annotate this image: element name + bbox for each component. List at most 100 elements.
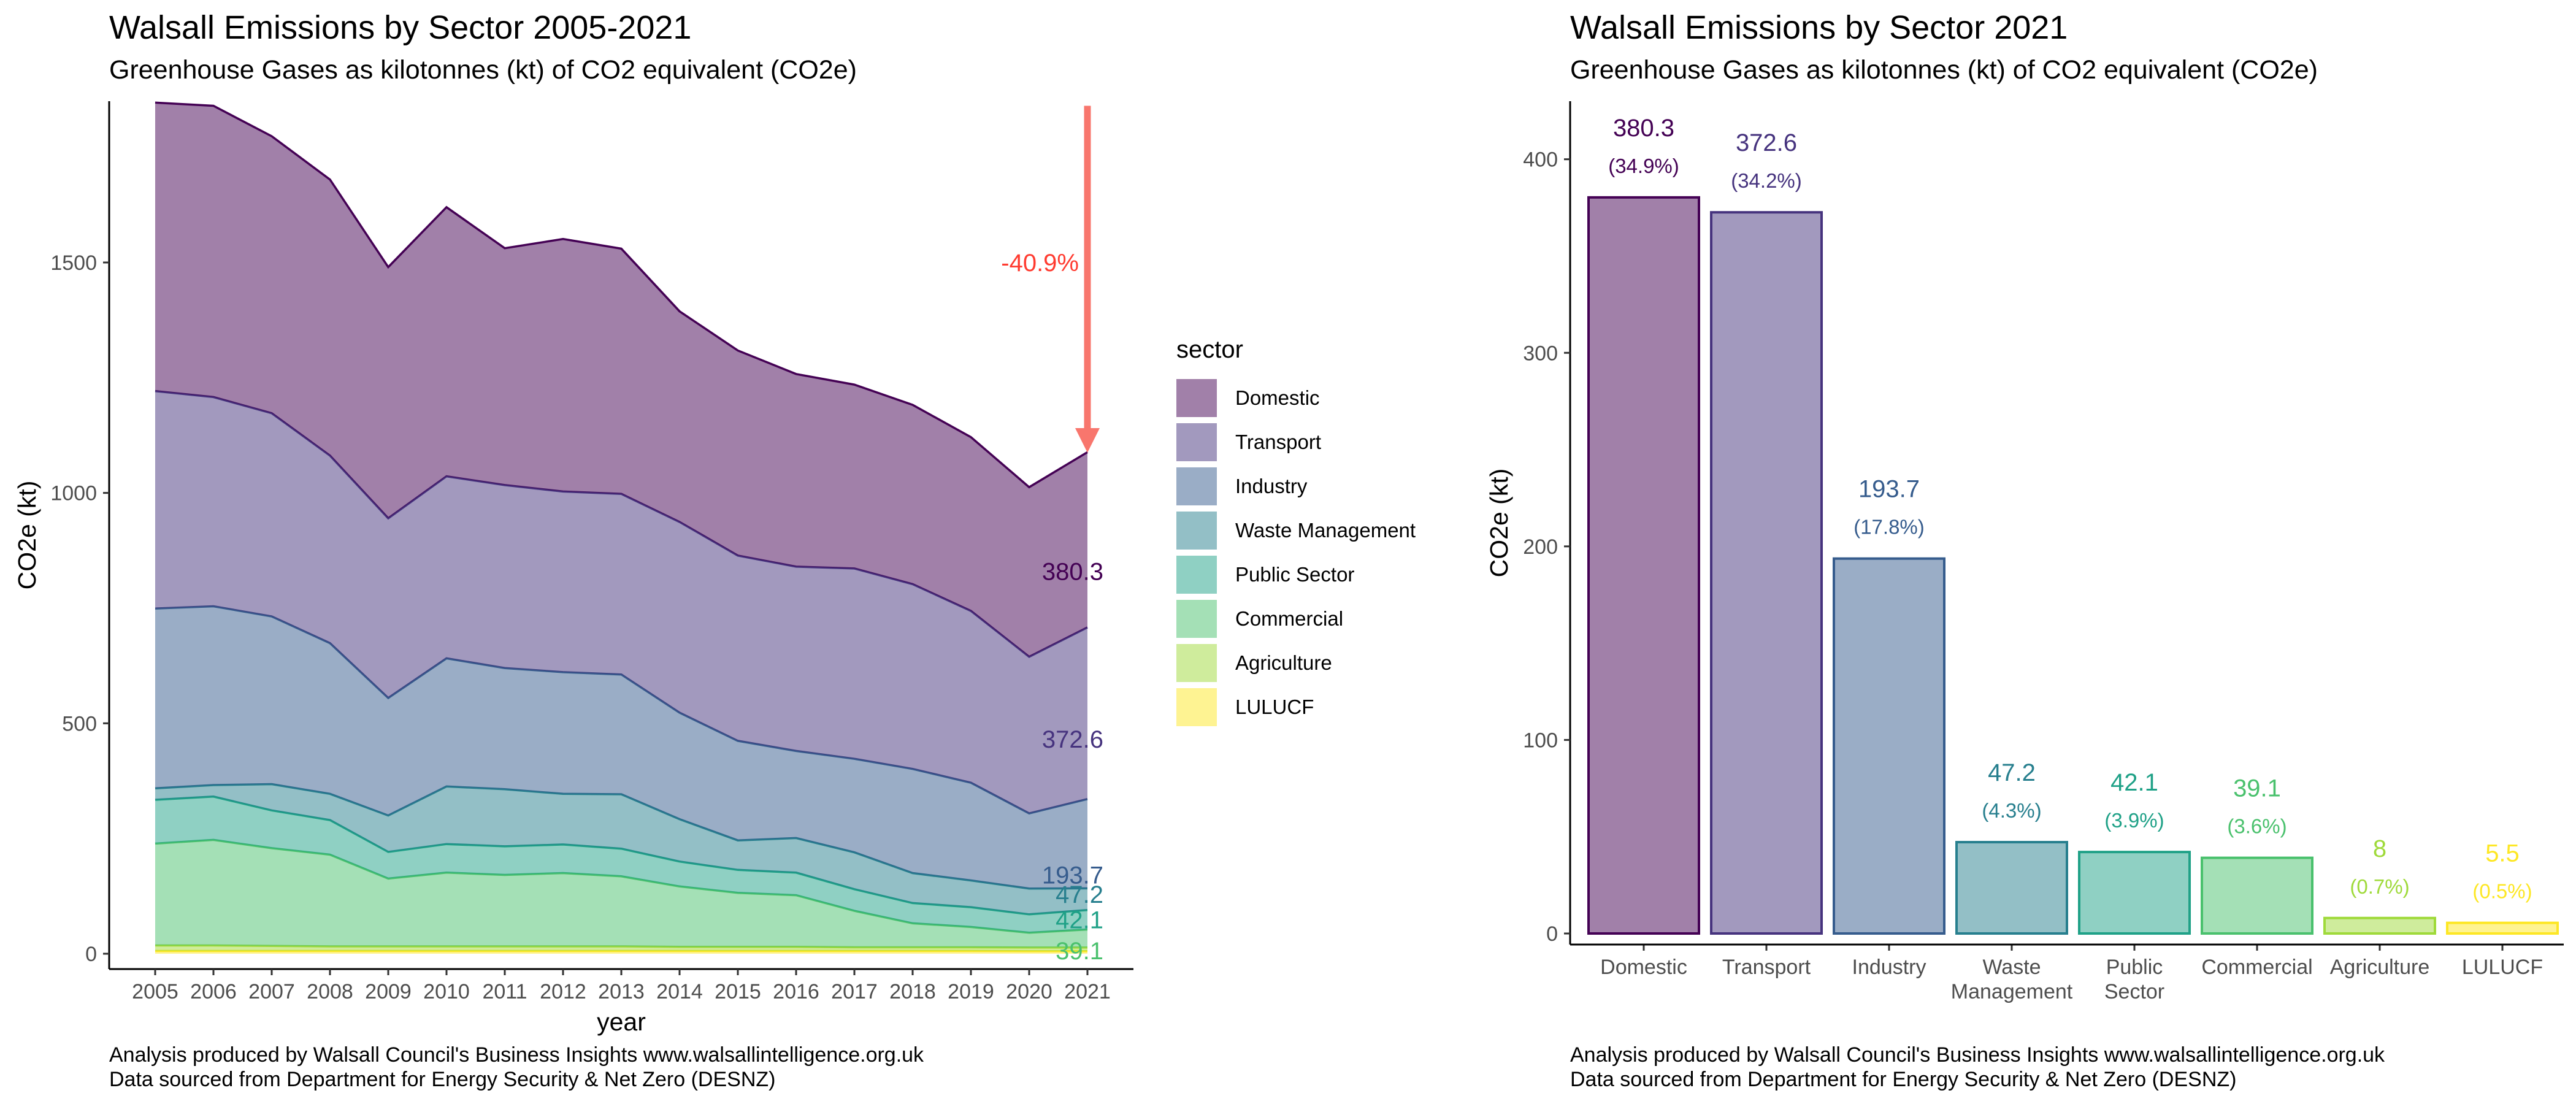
legend-swatch [1176, 644, 1217, 682]
area-layers [155, 101, 1088, 954]
bar-percent-label: (4.3%) [1982, 799, 2041, 822]
bar-chart: 380.3 (34.9%) Domestic 372.6 (34.2%) Transpor… [1485, 101, 2564, 1003]
area-domestic [155, 102, 1087, 657]
bar-commercial [2201, 856, 2313, 935]
y-tick-label: 200 [1523, 535, 1558, 559]
legend-swatch [1176, 423, 1217, 461]
x-tick-label: 2020 [1006, 980, 1052, 1003]
x-tick-label: 2017 [831, 980, 878, 1003]
y-tick-label: 500 [62, 712, 97, 735]
area-waste-management [155, 784, 1087, 914]
bar-chart-subtitle: Greenhouse Gases as kilotonnes (kt) of C… [1570, 55, 2318, 85]
change-annotation: -40.9% [1001, 250, 1079, 277]
x-tick-label: Management [1951, 980, 2073, 1003]
legend-label: Commercial [1235, 607, 1344, 630]
caption-line-2: Data sourced from Department for Energy … [1570, 1068, 2237, 1091]
y-tick-label: 0 [85, 943, 97, 966]
legend-swatch [1176, 688, 1217, 726]
legend-item: Public Sector [1176, 553, 1416, 597]
legend-label: Waste Management [1235, 519, 1416, 542]
x-tick-label: Transport [1722, 956, 1811, 979]
x-axis-title: year [597, 1008, 646, 1036]
legend-swatch [1176, 512, 1217, 550]
x-tick-label: 2009 [365, 980, 412, 1003]
bar-transport [1710, 211, 1823, 935]
x-tick-label: 2008 [307, 980, 353, 1003]
bar-chart-caption: Analysis produced by Walsall Council's B… [1570, 1043, 2385, 1092]
area-public-sector [155, 796, 1087, 933]
x-tick-label: 2005 [132, 980, 178, 1003]
x-tick-label: Domestic [1600, 956, 1687, 979]
y-axis-title: CO2e (kt) [13, 481, 41, 590]
x-tick-label: 2006 [190, 980, 237, 1003]
x-tick-label: Public [2106, 956, 2163, 979]
bars [1587, 196, 2559, 935]
y-tick-label: 1000 [50, 482, 97, 505]
area-chart-caption: Analysis produced by Walsall Council's B… [109, 1043, 924, 1092]
y-axis-title: CO2e (kt) [1485, 469, 1513, 578]
legend-swatch [1176, 467, 1217, 505]
x-tick-label: LULUCF [2462, 956, 2543, 979]
sector-legend: sector Domestic Transport Industry Waste Ma… [1176, 336, 1416, 729]
end-label: 39.1 [1056, 938, 1103, 965]
bar-lulucf [2446, 921, 2559, 935]
legend-item: Waste Management [1176, 508, 1416, 553]
x-tick-label: 2011 [482, 980, 527, 1003]
bar-percent-label: (0.5%) [2472, 880, 2532, 903]
x-tick-label: 2015 [715, 980, 761, 1003]
x-tick-label: 2016 [773, 980, 819, 1003]
legend-item: LULUCF [1176, 685, 1416, 729]
caption-line-2: Data sourced from Department for Energy … [109, 1068, 776, 1091]
x-tick-label: Agriculture [2330, 956, 2430, 979]
legend-item: Agriculture [1176, 641, 1416, 685]
area-chart-subtitle: Greenhouse Gases as kilotonnes (kt) of C… [109, 55, 857, 85]
bar-value-label: 47.2 [1988, 759, 2036, 786]
legend-label: Domestic [1235, 386, 1320, 409]
x-tick-label: Industry [1852, 956, 1926, 979]
legend-item: Commercial [1176, 597, 1416, 641]
y-tick-label: 1500 [50, 251, 97, 275]
bar-percent-label: (34.9%) [1608, 155, 1679, 177]
x-tick-label: 2019 [948, 980, 994, 1003]
bar-value-label: 8 [2373, 835, 2386, 862]
area-chart: 0 500 1000 1500 2005 2006 2007 2008 2009 2010 2011… [13, 101, 1133, 1036]
x-tick-label: 2021 [1064, 980, 1111, 1003]
bar-value-label: 5.5 [2485, 840, 2520, 867]
x-tick-label: Commercial [2201, 956, 2312, 979]
caption-line-1: Analysis produced by Walsall Council's B… [1570, 1043, 2385, 1067]
area-chart-title: Walsall Emissions by Sector 2005-2021 [109, 9, 692, 46]
legend-item: Transport [1176, 420, 1416, 464]
x-tick-label: 2010 [423, 980, 470, 1003]
bar-value-label: 193.7 [1858, 476, 1920, 503]
bar-percent-label: (3.9%) [2104, 809, 2164, 832]
x-tick-label: 2014 [656, 980, 703, 1003]
legend-label: Transport [1235, 431, 1321, 453]
area-industry [155, 606, 1087, 889]
end-label: 42.1 [1056, 907, 1103, 934]
area-transport [155, 391, 1087, 814]
bar-percent-label: (17.8%) [1853, 516, 1925, 539]
legend-label: Industry [1235, 475, 1308, 497]
bar-percent-label: (34.2%) [1731, 169, 1802, 192]
legend-item: Industry [1176, 464, 1416, 508]
bar-industry [1833, 557, 1945, 935]
caption-line-1: Analysis produced by Walsall Council's B… [109, 1043, 924, 1067]
bar-domestic [1587, 196, 1700, 935]
bar-agriculture [2323, 916, 2436, 935]
bar-value-label: 380.3 [1613, 115, 1674, 142]
bar-chart-panel: Walsall Emissions by Sector 2021 Greenho… [1441, 0, 2576, 1104]
legend-item: Domestic [1176, 376, 1416, 420]
bar-value-label: 372.6 [1736, 129, 1797, 156]
bar-value-label: 39.1 [2233, 775, 2281, 802]
legend-title: sector [1176, 336, 1243, 363]
legend-label: Public Sector [1235, 563, 1355, 586]
legend-swatch [1176, 379, 1217, 417]
y-tick-label: 400 [1523, 148, 1558, 172]
end-label: 372.6 [1042, 726, 1103, 753]
x-tick-label: 2018 [889, 980, 936, 1003]
bar-chart-title: Walsall Emissions by Sector 2021 [1570, 9, 2068, 46]
legend-swatch [1176, 556, 1217, 594]
bar-value-label: 42.1 [2110, 769, 2158, 796]
y-tick-label: 300 [1523, 342, 1558, 365]
bar-waste-management [1955, 841, 2068, 935]
